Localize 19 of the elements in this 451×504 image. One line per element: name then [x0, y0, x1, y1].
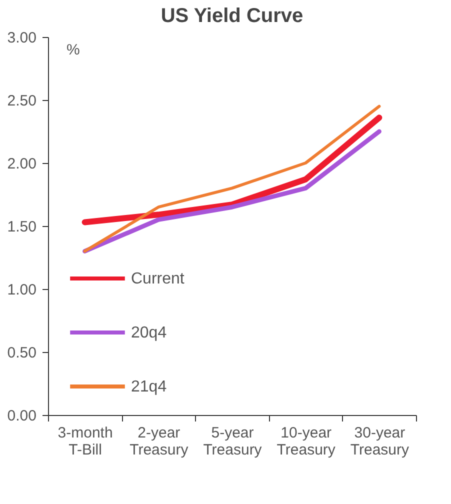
legend-label: Current [131, 270, 185, 288]
y-tick-label: 1.50 [7, 218, 36, 236]
line-series [83, 104, 381, 253]
y-tick-label: 2.50 [7, 92, 36, 110]
y-tick-label: 0.50 [7, 344, 36, 362]
y-tick-label: 0.00 [7, 408, 36, 424]
x-tick-label: 3-month T-Bill [58, 424, 113, 458]
legend-label: 21q4 [131, 378, 167, 396]
y-tick-label: 2.00 [7, 156, 36, 172]
line-series [82, 129, 382, 254]
y-tick-label: 1.00 [7, 282, 36, 298]
x-tick-label: 30-year Treasury [350, 424, 410, 458]
chart-title: US Yield Curve [160, 5, 304, 27]
x-tick-label: 10-year Treasury [276, 424, 336, 458]
y-axis-title: % [66, 42, 80, 58]
legend-label: 20q4 [131, 324, 167, 342]
y-tick-label: 3.00 [7, 30, 36, 46]
x-tick-label: 2-year Treasury [130, 424, 189, 458]
x-tick-label: 5-year Treasury [203, 424, 262, 458]
